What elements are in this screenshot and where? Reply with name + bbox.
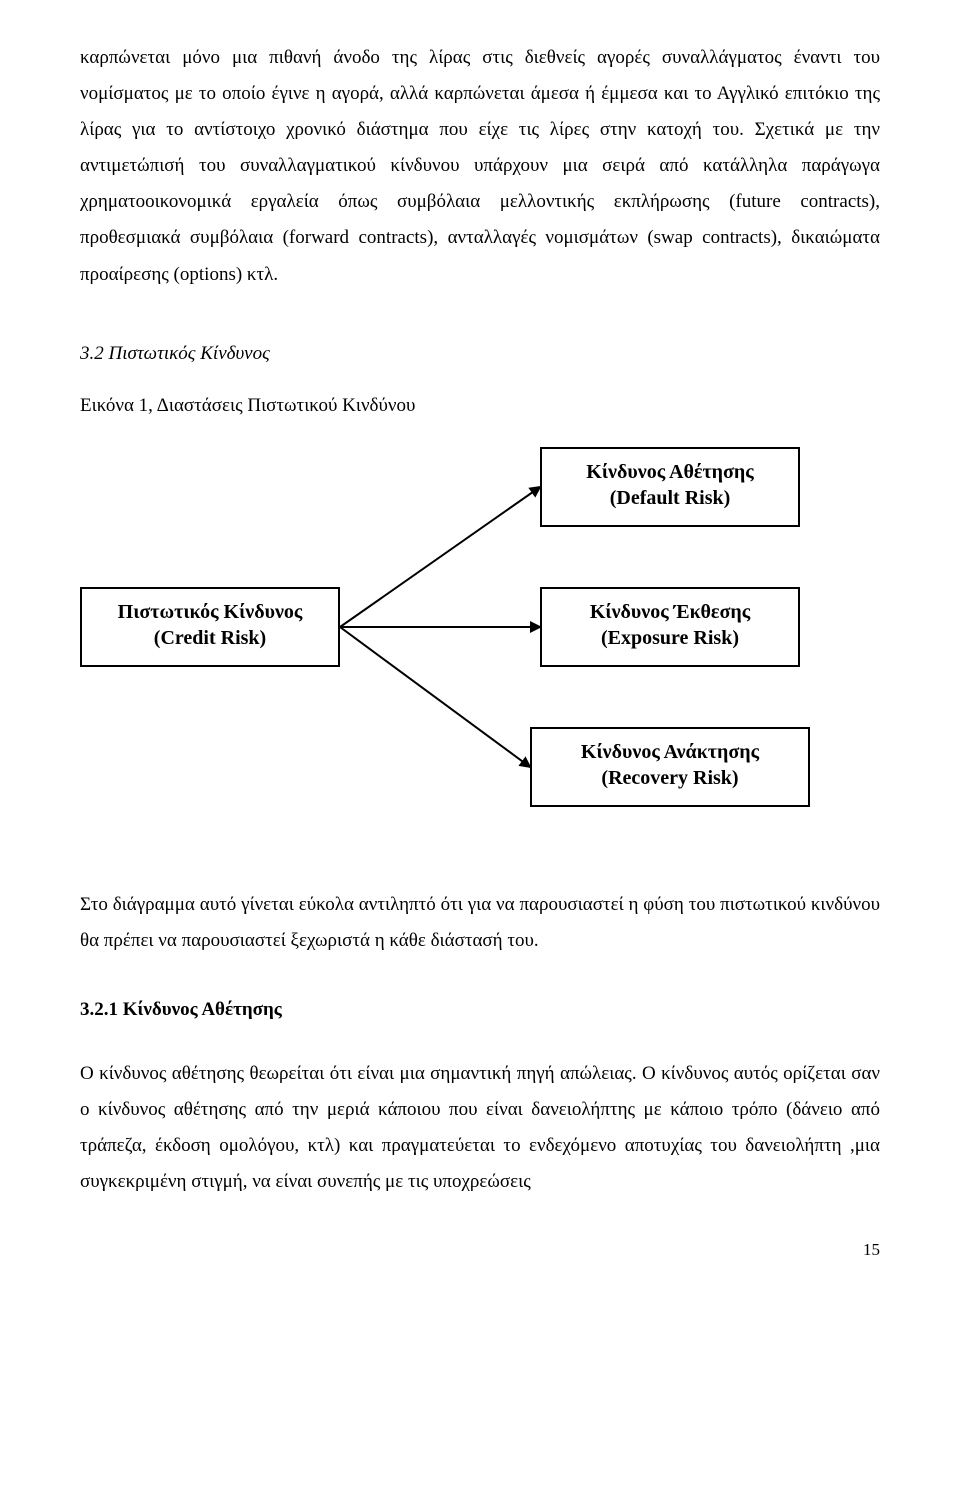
node-label-line1: Κίνδυνος Ανάκτησης: [540, 739, 800, 765]
node-label-line2: (Recovery Risk): [540, 765, 800, 791]
paragraph-1: καρπώνεται μόνο μια πιθανή άνοδο της λίρ…: [80, 40, 880, 293]
node-label-line2: (Credit Risk): [90, 625, 330, 651]
section-heading: 3.2 Πιστωτικός Κίνδυνος: [80, 343, 880, 365]
node-label-line2: (Exposure Risk): [550, 625, 790, 651]
paragraph-2: Στο διάγραμμα αυτό γίνεται εύκολα αντιλη…: [80, 887, 880, 959]
node-label-line1: Κίνδυνος Έκθεσης: [550, 599, 790, 625]
page: καρπώνεται μόνο μια πιθανή άνοδο της λίρ…: [0, 0, 960, 1300]
paragraph-3: Ο κίνδυνος αθέτησης θεωρείται ότι είναι …: [80, 1056, 880, 1200]
diagram-edge-2: [340, 627, 530, 767]
subsection-heading: 3.2.1 Κίνδυνος Αθέτησης: [80, 999, 880, 1021]
figure-caption: Εικόνα 1, Διαστάσεις Πιστωτικού Κινδύνου: [80, 395, 880, 417]
credit-risk-diagram: Πιστωτικός Κίνδυνος(Credit Risk) Κίνδυνος…: [80, 447, 880, 827]
node-label-line1: Πιστωτικός Κίνδυνος: [90, 599, 330, 625]
node-label-line1: Κίνδυνος Αθέτησης: [550, 459, 790, 485]
diagram-node-exposure: Κίνδυνος Έκθεσης(Exposure Risk): [540, 587, 800, 667]
diagram-edge-0: [340, 487, 540, 627]
page-number: 15: [80, 1240, 880, 1260]
diagram-node-root: Πιστωτικός Κίνδυνος(Credit Risk): [80, 587, 340, 667]
node-label-line2: (Default Risk): [550, 485, 790, 511]
diagram-node-default: Κίνδυνος Αθέτησης(Default Risk): [540, 447, 800, 527]
diagram-node-recovery: Κίνδυνος Ανάκτησης(Recovery Risk): [530, 727, 810, 807]
